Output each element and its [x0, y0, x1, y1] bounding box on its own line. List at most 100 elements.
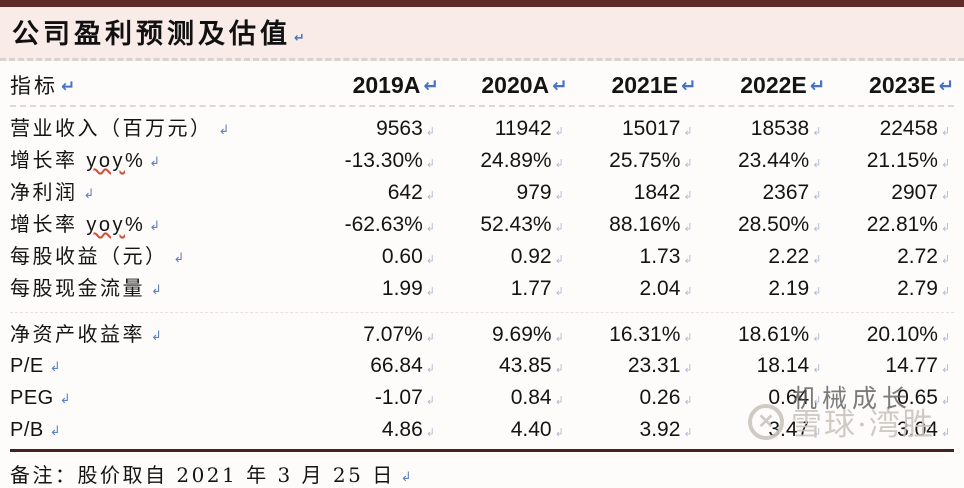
faint-break-mark-icon: ↲: [683, 125, 693, 138]
faint-break-mark-icon: ↲: [425, 362, 436, 375]
faint-break-mark-icon: ↲: [425, 285, 436, 298]
table-cell: 7.07% ↲: [310, 319, 439, 354]
watermark-author-text: 机械成长: [792, 384, 913, 413]
table-cell: 21.15% ↲: [825, 145, 954, 180]
table-cell: -13.30% ↲: [310, 145, 439, 180]
watermark-brand-text: 雪球·湾胜: [791, 407, 935, 443]
return-mark-icon: ↵: [809, 76, 826, 97]
header-col-2023E: 2023E ↵: [869, 72, 954, 98]
faint-break-mark-icon: ↲: [940, 285, 951, 298]
table-cell: 9563 ↲: [310, 113, 439, 148]
faint-break-mark-icon: ↲: [554, 221, 564, 234]
faint-break-mark-icon: ↲: [940, 426, 951, 439]
table-row: PEG ↲ -1.07 ↲ 0.84 ↲ 0.26 ↲ 0.64 ↲ 0.65 ↲: [10, 381, 954, 413]
faint-break-mark-icon: ↲: [812, 189, 822, 202]
return-mark-icon: ↵: [294, 31, 305, 46]
faint-break-mark-icon: ↲: [425, 331, 436, 344]
faint-break-mark-icon: ↲: [425, 221, 436, 234]
footnote: 备注：股价取自 2021 年 3 月 25 日 ↲: [10, 463, 415, 487]
faint-break-mark-icon: ↲: [940, 157, 951, 170]
return-mark-icon: ↵: [938, 76, 954, 97]
forecast-table: 指标 ↵ 2019A ↵ 2020A ↵ 2021E ↵ 2022E ↵ 2023E ↵ 营…: [0, 61, 964, 452]
table-cell: 22458 ↲: [825, 113, 954, 148]
table-cell: 3.04 ↲: [825, 414, 954, 449]
table-cell: 66.84 ↲: [310, 350, 439, 385]
faint-break-mark-icon: ↲: [812, 253, 822, 266]
table-cell: 0.92 ↲: [439, 241, 568, 276]
table-cell: 88.16% ↲: [568, 209, 697, 244]
row-label: 营业收入（百万元） ↲: [10, 116, 232, 140]
faint-break-mark-icon: ↲: [554, 426, 564, 439]
row-label: 净资产收益率 ↲: [10, 322, 165, 346]
faint-break-mark-icon: ↲: [554, 125, 564, 138]
header-col-2019A: 2019A ↵: [352, 72, 439, 98]
faint-break-mark-icon: ↲: [554, 253, 564, 266]
faint-break-mark-icon: ↲: [425, 426, 436, 439]
faint-break-mark-icon: ↲: [940, 253, 951, 266]
table-cell: 4.86 ↲: [310, 414, 439, 449]
table-cell: 1842 ↲: [568, 177, 697, 212]
table-cell: 2.72 ↲: [825, 241, 954, 276]
table-cell: 2367 ↲: [696, 177, 825, 212]
table-body: 营业收入（百万元） ↲ 9563 ↲ 11942 ↲ 15017 ↲ 18538 ↲ 22458 ↲ 增…: [10, 107, 954, 445]
table-cell: 23.44% ↲: [696, 145, 825, 180]
faint-break-mark-icon: ↲: [812, 125, 822, 138]
faint-break-mark-icon: ↲: [554, 157, 564, 170]
faint-break-mark-icon: ↲: [554, 285, 564, 298]
line-break-mark-icon: ↲: [400, 470, 415, 485]
table-cell: 4.40 ↲: [439, 414, 568, 449]
header-index-label: 指标 ↵: [10, 74, 79, 98]
table-row: 净资产收益率 ↲ 7.07% ↲ 9.69% ↲ 16.31% ↲ 18.61% ↲ 20.10% ↲: [10, 312, 954, 349]
row-label: 净利润 ↲: [10, 180, 97, 204]
table-row: 增长率 yoy% ↲ -62.63% ↲ 52.43% ↲ 88.16% ↲ 28.50% ↲ 22…: [10, 208, 954, 240]
faint-break-mark-icon: ↲: [554, 362, 564, 375]
faint-break-mark-icon: ↲: [812, 285, 822, 298]
faint-break-mark-icon: ↲: [940, 362, 951, 375]
line-break-mark-icon: ↲: [83, 187, 97, 202]
table-cell: 979 ↲: [439, 177, 568, 212]
table-cell: 15017 ↲: [568, 113, 697, 148]
table-header-row: 指标 ↵ 2019A ↵ 2020A ↵ 2021E ↵ 2022E ↵ 2023E ↵: [10, 61, 954, 107]
table-row: 营业收入（百万元） ↲ 9563 ↲ 11942 ↲ 15017 ↲ 18538 ↲ 22458 ↲: [10, 112, 954, 144]
faint-break-mark-icon: ↲: [683, 157, 693, 170]
faint-break-mark-icon: ↲: [940, 189, 951, 202]
title-band: 公司盈利预测及估值 ↵: [0, 7, 964, 61]
table-cell: 18.61% ↲: [696, 319, 825, 354]
line-break-mark-icon: ↲: [151, 283, 165, 298]
line-break-mark-icon: ↲: [49, 360, 64, 375]
table-row: 每股现金流量 ↲ 1.99 ↲ 1.77 ↲ 2.04 ↲ 2.19 ↲ 2.79 ↲: [10, 272, 954, 304]
faint-break-mark-icon: ↲: [425, 394, 436, 407]
faint-break-mark-icon: ↲: [554, 331, 564, 344]
faint-break-mark-icon: ↲: [683, 253, 693, 266]
table-cell: 642 ↲: [310, 177, 439, 212]
table-cell: 2.22 ↲: [696, 241, 825, 276]
table-cell: 25.75% ↲: [568, 145, 697, 180]
faint-break-mark-icon: ↲: [812, 157, 822, 170]
table-cell: 23.31 ↲: [568, 350, 697, 385]
table-cell: 1.77 ↲: [439, 273, 568, 308]
table-cell: 24.89% ↲: [439, 145, 568, 180]
faint-break-mark-icon: ↲: [554, 189, 564, 202]
return-mark-icon: ↵: [552, 76, 568, 97]
line-break-mark-icon: ↲: [49, 424, 64, 439]
xueqiu-logo-icon: ✕: [748, 403, 784, 440]
table-cell: 0.65 ↲: [825, 382, 954, 417]
top-accent-bar: [0, 0, 964, 7]
faint-break-mark-icon: ↲: [683, 285, 693, 298]
table-cell: 1.99 ↲: [310, 273, 439, 308]
row-label: 每股现金流量 ↲: [10, 276, 165, 300]
line-break-mark-icon: ↲: [149, 155, 163, 170]
faint-break-mark-icon: ↲: [683, 394, 693, 407]
spellcheck-underlined-text: yoy: [86, 214, 125, 236]
faint-break-mark-icon: ↲: [812, 331, 822, 344]
table-cell: 9.69% ↲: [439, 319, 568, 354]
table-cell: 3.92 ↲: [568, 414, 697, 449]
table-cell: 1.73 ↲: [568, 241, 697, 276]
header-col-2021E: 2021E ↵: [611, 72, 697, 98]
table-cell: 20.10% ↲: [825, 319, 954, 354]
faint-break-mark-icon: ↲: [425, 125, 436, 138]
table-cell: 22.81% ↲: [825, 209, 954, 244]
faint-break-mark-icon: ↲: [940, 394, 951, 407]
return-mark-icon: ↵: [423, 76, 439, 97]
